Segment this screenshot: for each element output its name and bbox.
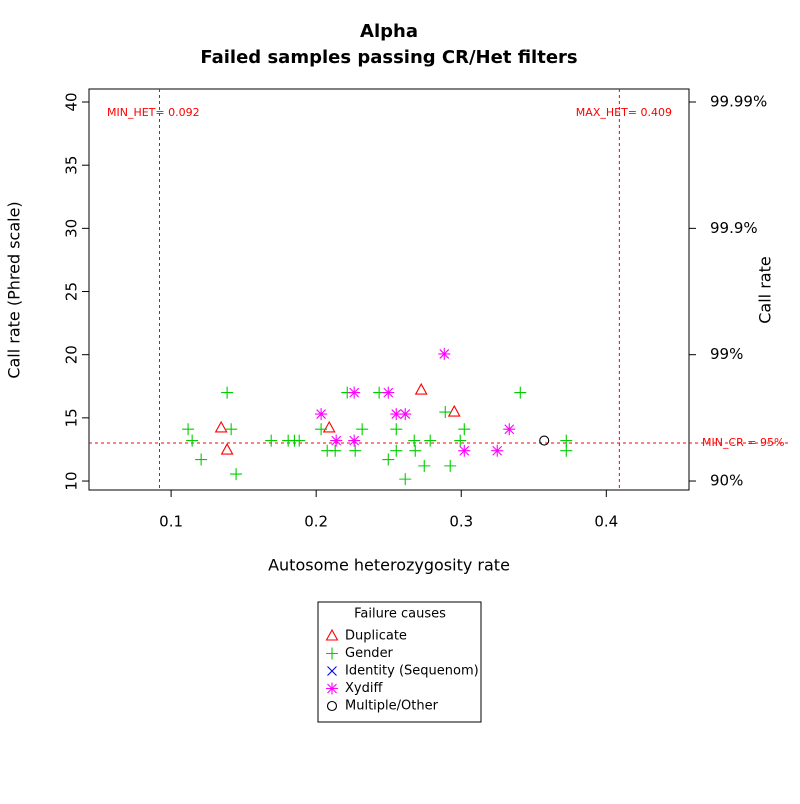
- legend-label: Duplicate: [345, 629, 407, 644]
- y-tick-label: 20: [63, 345, 81, 364]
- y2-axis-label: Call rate: [756, 256, 775, 323]
- y2-tick-label: 99.99%: [710, 93, 767, 111]
- y-tick-label: 10: [63, 471, 81, 490]
- point: [447, 404, 461, 417]
- legend-marker: [326, 682, 338, 695]
- threshold-label: MIN_CR = 95%: [702, 436, 784, 449]
- point: [444, 459, 457, 472]
- x-tick-label: 0.1: [159, 513, 183, 531]
- point: [265, 434, 278, 447]
- legend-label: Gender: [345, 646, 394, 661]
- point: [514, 386, 527, 399]
- point: [220, 442, 234, 455]
- chart-title: Alpha: [360, 21, 418, 42]
- y2-tick-label: 99.9%: [710, 219, 758, 237]
- point: [322, 420, 336, 433]
- legend-marker: [326, 647, 338, 660]
- point: [315, 408, 328, 421]
- point: [315, 423, 328, 436]
- threshold-label: MAX_HET= 0.409: [576, 106, 672, 119]
- legend-label: Multiple/Other: [345, 699, 439, 714]
- plot-frame: [88, 88, 690, 491]
- point: [454, 434, 467, 447]
- y-tick-label: 15: [63, 408, 81, 427]
- point: [195, 453, 208, 466]
- point: [390, 444, 403, 457]
- point: [414, 382, 428, 395]
- point: [409, 444, 422, 457]
- point: [424, 434, 437, 447]
- legend-label: Identity (Sequenom): [345, 664, 479, 679]
- y2-tick-label: 99%: [710, 345, 743, 363]
- point: [329, 444, 342, 457]
- point: [439, 406, 452, 419]
- point: [186, 434, 199, 447]
- point: [230, 468, 243, 481]
- point: [491, 444, 504, 457]
- x-tick-label: 0.3: [449, 513, 473, 531]
- legend-marker: [326, 700, 338, 712]
- x-tick-label: 0.4: [594, 513, 618, 531]
- point: [330, 434, 343, 447]
- legend-marker: [327, 666, 337, 676]
- point: [560, 434, 573, 447]
- point: [399, 408, 412, 421]
- point: [348, 434, 361, 447]
- point: [382, 453, 395, 466]
- point: [408, 434, 421, 447]
- point: [225, 423, 238, 436]
- y-tick-label: 30: [63, 219, 81, 238]
- point: [458, 423, 471, 436]
- point: [503, 423, 516, 436]
- point: [349, 444, 362, 457]
- point: [221, 386, 234, 399]
- point: [418, 459, 431, 472]
- point: [539, 435, 550, 446]
- legend-title: Failure causes: [354, 607, 446, 622]
- point: [214, 420, 228, 433]
- y-axis-label: Call rate (Phred scale): [5, 201, 24, 378]
- point: [293, 434, 306, 447]
- point: [438, 347, 451, 360]
- legend-label: Xydiff: [345, 681, 383, 696]
- threshold-label: MIN_HET= 0.092: [107, 106, 200, 119]
- x-axis-label: Autosome heterozygosity rate: [268, 556, 510, 575]
- y2-tick-label: 90%: [710, 472, 743, 490]
- point: [182, 423, 195, 436]
- point: [560, 444, 573, 457]
- legend-box: [317, 601, 482, 723]
- legend-marker: [325, 628, 339, 641]
- point: [356, 423, 369, 436]
- point: [390, 408, 403, 421]
- x-tick-label: 0.2: [304, 513, 328, 531]
- y-tick-label: 25: [63, 282, 81, 301]
- point: [390, 423, 403, 436]
- point: [458, 444, 471, 457]
- point: [399, 473, 412, 486]
- point: [382, 386, 395, 399]
- y-tick-label: 35: [63, 156, 81, 175]
- chart-subtitle: Failed samples passing CR/Het filters: [200, 47, 577, 68]
- point: [348, 386, 361, 399]
- y-tick-label: 40: [63, 92, 81, 111]
